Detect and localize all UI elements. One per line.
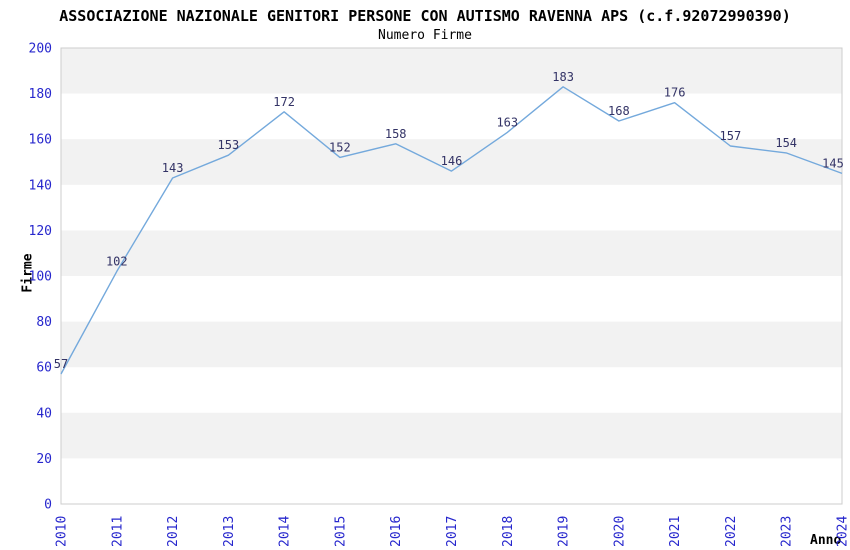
data-label: 102 (106, 254, 128, 268)
chart-title: ASSOCIAZIONE NAZIONALE GENITORI PERSONE … (59, 7, 791, 25)
data-label: 176 (664, 86, 686, 100)
plot-band (61, 321, 842, 368)
data-label: 183 (552, 70, 574, 84)
data-label: 172 (273, 95, 295, 109)
plot-band (61, 139, 842, 185)
data-label: 163 (496, 115, 518, 129)
data-label: 146 (441, 154, 463, 168)
x-tick-label: 2019 (557, 516, 572, 547)
data-label: 158 (385, 127, 407, 141)
x-tick-label: 2015 (333, 516, 348, 547)
data-label: 153 (218, 138, 240, 152)
y-tick-label: 140 (29, 178, 52, 193)
x-tick-label: 2018 (501, 516, 516, 547)
data-label: 145 (822, 156, 844, 170)
data-label: 154 (775, 136, 797, 150)
y-tick-label: 180 (29, 87, 52, 102)
y-tick-label: 60 (36, 361, 52, 376)
y-tick-label: 40 (36, 406, 52, 421)
x-tick-label: 2022 (724, 516, 739, 547)
data-label: 157 (720, 129, 742, 143)
x-tick-label: 2014 (278, 516, 293, 547)
y-tick-label: 120 (29, 224, 52, 239)
chart-subtitle: Numero Firme (378, 28, 472, 43)
y-tick-label: 200 (29, 42, 52, 57)
x-tick-label: 2021 (668, 516, 683, 547)
data-label: 57 (54, 357, 68, 371)
x-axis-title: Anno (810, 533, 842, 548)
y-tick-label: 80 (36, 315, 52, 330)
y-tick-label: 20 (36, 452, 52, 467)
x-tick-label: 2011 (110, 516, 125, 547)
data-label: 143 (162, 161, 184, 175)
x-tick-label: 2024 (836, 516, 850, 547)
x-tick-label: 2012 (166, 516, 181, 547)
series-line (60, 86, 843, 375)
plot-band (61, 412, 842, 459)
x-tick-label: 2023 (780, 516, 795, 547)
x-tick-label: 2013 (222, 516, 237, 547)
x-tick-label: 2020 (612, 516, 627, 547)
data-label: 152 (329, 140, 351, 154)
plot-band (61, 48, 842, 94)
data-label: 168 (608, 104, 630, 118)
plot-border (60, 47, 843, 505)
y-tick-label: 160 (29, 133, 52, 148)
y-tick-label: 0 (44, 498, 52, 513)
x-tick-label: 2017 (445, 516, 460, 547)
x-tick-label: 2016 (389, 516, 404, 547)
y-tick-label: 100 (29, 270, 52, 285)
x-tick-label: 2010 (55, 516, 70, 547)
plot-band (61, 230, 842, 276)
